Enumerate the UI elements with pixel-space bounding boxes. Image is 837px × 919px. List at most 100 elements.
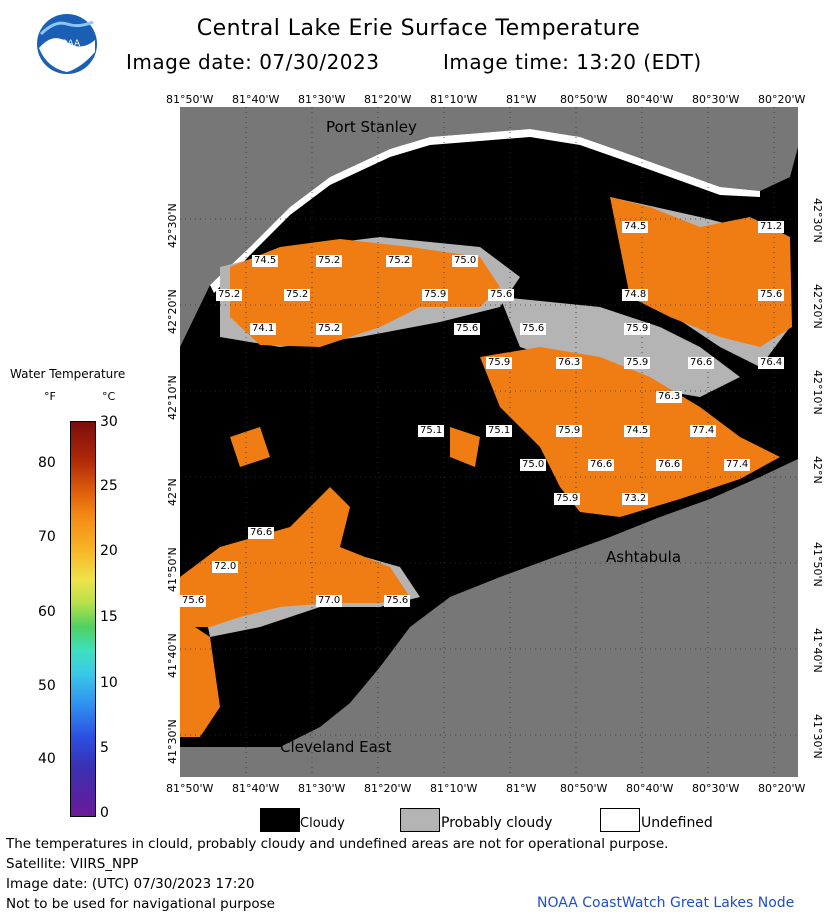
- temp-label: 75.2: [316, 323, 343, 335]
- lat-tick: 41°40'N: [811, 628, 824, 673]
- temp-label: 76.6: [688, 357, 715, 369]
- undefined-shore: [210, 129, 760, 293]
- temp-label: 75.9: [486, 357, 513, 369]
- lat-tick: 41°30'N: [811, 714, 824, 759]
- lon-tick: 81°40'W: [232, 93, 280, 106]
- temp-label: 75.9: [556, 425, 583, 437]
- temp-label: 76.6: [588, 459, 615, 471]
- lat-tick: 41°50'N: [811, 542, 824, 587]
- lon-tick: 81°20'W: [364, 93, 412, 106]
- place-port-stanley: Port Stanley: [326, 118, 417, 136]
- lat-tick: 42°N: [166, 478, 179, 506]
- temp-label: 73.2: [622, 493, 649, 505]
- lon-tick: 81°50'W: [166, 93, 214, 106]
- map-panel: Port Stanley Ashtabula Cleveland East 74…: [180, 107, 798, 777]
- lat-tick: 41°40'N: [166, 633, 179, 678]
- footer-disclaimer: The temperatures in clould, probably clo…: [6, 836, 669, 852]
- footer-utc-date: Image date: (UTC) 07/30/2023 17:20: [6, 876, 255, 892]
- temp-label: 75.6: [758, 289, 785, 301]
- lon-tick: 80°30'W: [692, 93, 740, 106]
- temp-label: 76.3: [656, 391, 683, 403]
- lon-tick: 80°50'W: [560, 93, 608, 106]
- lon-tick: 81°50'W: [166, 782, 214, 795]
- lon-tick: 81°10'W: [430, 93, 478, 106]
- temp-label: 71.2: [758, 221, 785, 233]
- temp-label: 77.4: [690, 425, 717, 437]
- c-tick: 15: [100, 609, 118, 625]
- f-tick: 70: [38, 529, 56, 545]
- lon-tick: 80°40'W: [626, 93, 674, 106]
- lon-tick: 81°30'W: [298, 782, 346, 795]
- lon-tick: 80°30'W: [692, 782, 740, 795]
- lat-tick: 42°20'N: [166, 289, 179, 334]
- temp-label: 76.6: [248, 527, 275, 539]
- place-ashtabula: Ashtabula: [606, 548, 682, 566]
- key-undefined-swatch: [600, 808, 640, 832]
- temp-label: 76.4: [758, 357, 785, 369]
- temp-label: 75.9: [554, 493, 581, 505]
- temp-label: 75.6: [520, 323, 547, 335]
- lat-tick: 41°30'N: [166, 719, 179, 764]
- key-probably-cloudy-label: Probably cloudy: [441, 815, 553, 831]
- c-tick: 0: [100, 805, 109, 821]
- c-tick: 30: [100, 414, 118, 430]
- key-undefined-label: Undefined: [641, 815, 713, 831]
- c-tick: 20: [100, 543, 118, 559]
- lon-tick: 81°20'W: [364, 782, 412, 795]
- lat-tick: 42°20'N: [811, 284, 824, 329]
- temp-label: 74.5: [252, 255, 279, 267]
- temp-label: 75.2: [216, 289, 243, 301]
- temp-label: 76.3: [556, 357, 583, 369]
- temp-label: 75.0: [520, 459, 547, 471]
- temp-label: 75.2: [284, 289, 311, 301]
- temp-label: 77.0: [316, 595, 343, 607]
- f-tick: 60: [38, 604, 56, 620]
- f-tick: 80: [38, 455, 56, 471]
- lon-tick: 80°40'W: [626, 782, 674, 795]
- lat-tick: 42°10'N: [166, 375, 179, 420]
- f-tick: 40: [38, 751, 56, 767]
- lon-tick: 81°30'W: [298, 93, 346, 106]
- lat-tick: 42°N: [811, 456, 824, 484]
- f-tick: 50: [38, 678, 56, 694]
- key-cloudy-label: Cloudy: [300, 816, 345, 831]
- legend-title: Water Temperature: [10, 367, 126, 381]
- lat-tick: 41°50'N: [166, 547, 179, 592]
- temp-label: 75.9: [624, 357, 651, 369]
- lat-tick: 42°30'N: [811, 198, 824, 243]
- lon-tick: 81°10'W: [430, 782, 478, 795]
- temp-label: 75.1: [486, 425, 513, 437]
- footer-navigation: Not to be used for navigational purpose: [6, 896, 275, 912]
- temp-label: 72.0: [212, 561, 239, 573]
- lake-map: [180, 107, 798, 777]
- lon-tick: 80°20'W: [758, 93, 806, 106]
- c-tick: 10: [100, 675, 118, 691]
- key-probably-cloudy-swatch: [400, 808, 440, 832]
- temp-label: 75.0: [452, 255, 479, 267]
- temp-label: 76.6: [656, 459, 683, 471]
- temp-label: 75.2: [386, 255, 413, 267]
- image-date: Image date: 07/30/2023: [126, 50, 380, 74]
- lon-tick: 80°20'W: [758, 782, 806, 795]
- temp-label: 75.6: [454, 323, 481, 335]
- place-cleveland-east: Cleveland East: [280, 738, 392, 756]
- legend-unit-c: °C: [102, 390, 116, 403]
- noaa-logo: NOAA: [35, 12, 99, 76]
- c-tick: 25: [100, 478, 118, 494]
- temperature-colorbar: [70, 421, 96, 817]
- temp-label: 75.1: [418, 425, 445, 437]
- temp-label: 75.6: [384, 595, 411, 607]
- temp-label: 74.5: [624, 425, 651, 437]
- c-tick: 5: [100, 740, 109, 756]
- map-title: Central Lake Erie Surface Temperature: [196, 16, 641, 41]
- footer-credit: NOAA CoastWatch Great Lakes Node: [537, 895, 795, 911]
- lon-tick: 80°50'W: [560, 782, 608, 795]
- lon-tick: 81°W: [506, 782, 537, 795]
- image-time: Image time: 13:20 (EDT): [443, 50, 702, 74]
- key-cloudy-swatch: [260, 808, 300, 832]
- temp-label: 74.8: [622, 289, 649, 301]
- temp-label: 75.2: [316, 255, 343, 267]
- temp-label: 75.6: [488, 289, 515, 301]
- lon-tick: 81°40'W: [232, 782, 280, 795]
- temp-label: 77.4: [724, 459, 751, 471]
